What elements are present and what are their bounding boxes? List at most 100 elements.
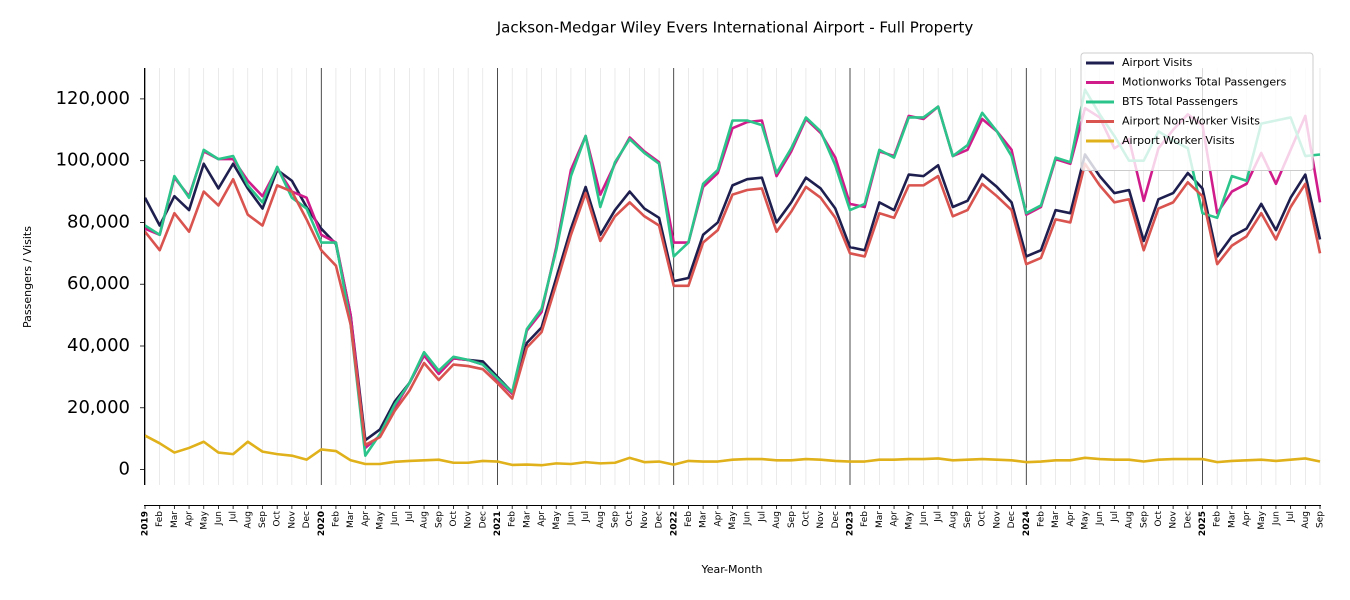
x-tick-label: Sep — [787, 511, 797, 528]
x-tick-label: Jul — [581, 511, 591, 523]
y-tick-label: 60,000 — [67, 273, 130, 294]
x-tick-label: Jun — [919, 511, 929, 526]
x-tick-label: Feb — [860, 511, 870, 527]
x-tick-label: Jul — [934, 511, 944, 523]
y-tick-label: 0 — [119, 459, 130, 480]
x-tick-label: Apr — [537, 511, 547, 527]
x-tick-label: Nov — [816, 510, 826, 528]
x-tick-label: Aug — [772, 511, 782, 529]
x-tick-label: Jun — [1271, 511, 1281, 526]
x-tick-label: Nov — [640, 510, 650, 528]
x-tick-label: May — [376, 510, 386, 529]
x-tick-label: Feb — [684, 511, 694, 527]
x-tick-label: May — [1081, 510, 1091, 529]
x-tick-label: May — [1257, 510, 1267, 529]
y-tick-label: 120,000 — [56, 88, 130, 109]
x-tick-label: Dec — [302, 511, 312, 528]
x-tick-label: Mar — [875, 511, 885, 528]
x-tick-label: Apr — [1242, 511, 1252, 527]
x-tick-label: Jun — [1095, 511, 1105, 526]
x-tick-label: Jul — [757, 511, 767, 523]
x-tick-label: 2022 — [669, 511, 679, 536]
x-tick-label: Nov — [464, 510, 474, 528]
x-tick-label: Sep — [434, 511, 444, 528]
axes: 2019 Feb Mar Apr May Jun Jul Aug Sep Oct Nov Dec 202… — [56, 68, 1326, 536]
x-tick-label: Feb — [1213, 511, 1223, 527]
x-tick-label: Sep — [1139, 511, 1149, 528]
y-axis-label: Passengers / Visits — [21, 226, 34, 328]
x-tick-label: Mar — [170, 511, 180, 528]
x-tick-label: Apr — [1066, 511, 1076, 527]
x-tick-label: Feb — [331, 511, 341, 527]
x-tick-label: Nov — [1169, 510, 1179, 528]
legend-box — [1080, 52, 1314, 171]
x-tick-label: Aug — [948, 511, 958, 529]
x-tick-label: Apr — [361, 511, 371, 527]
x-tick-label: Jul — [405, 511, 415, 523]
y-tick-label: 80,000 — [67, 211, 130, 232]
x-tick-label: Apr — [185, 511, 195, 527]
x-tick-label: Aug — [1125, 511, 1135, 529]
x-tick-label: Apr — [890, 511, 900, 527]
x-tick-label: Oct — [801, 511, 811, 527]
x-tick-label: Jul — [1286, 511, 1296, 523]
x-tick-label: Jul — [1110, 511, 1120, 523]
x-tick-label: Dec — [478, 511, 488, 528]
x-tick-label: 2024 — [1022, 511, 1032, 536]
x-tick-label: Oct — [273, 511, 283, 527]
chart-title: Jackson-Medgar Wiley Evers International… — [496, 19, 974, 37]
series-line — [144, 434, 1321, 467]
x-tick-label: Feb — [508, 511, 518, 527]
x-tick-label: Sep — [611, 511, 621, 528]
x-tick-label: 2019 — [141, 511, 151, 536]
x-tick-label: Dec — [655, 511, 665, 528]
legend-label: BTS Total Passengers — [1122, 95, 1238, 108]
x-tick-label: Dec — [1183, 511, 1193, 528]
x-tick-label: May — [552, 510, 562, 529]
x-tick-label: Aug — [596, 511, 606, 529]
x-tick-label: Dec — [831, 511, 841, 528]
x-tick-label: May — [199, 510, 209, 529]
x-tick-label: Feb — [1036, 511, 1046, 527]
x-tick-label: Jun — [214, 511, 224, 526]
x-tick-label: 2020 — [317, 511, 327, 536]
legend-label: Motionworks Total Passengers — [1122, 76, 1287, 89]
y-tick-label: 20,000 — [67, 397, 130, 418]
legend-label: Airport Non-Worker Visits — [1122, 115, 1260, 128]
x-tick-label: Sep — [963, 511, 973, 528]
x-tick-label: Mar — [1227, 511, 1237, 528]
x-tick-label: 2023 — [846, 511, 856, 536]
x-tick-label: Oct — [449, 511, 459, 527]
x-tick-label: Nov — [287, 510, 297, 528]
x-tick-label: Mar — [346, 511, 356, 528]
x-tick-label: Oct — [978, 511, 988, 527]
x-tick-label: Apr — [713, 511, 723, 527]
x-tick-label: Mar — [522, 511, 532, 528]
x-tick-label: Oct — [625, 511, 635, 527]
x-axis-label: Year-Month — [700, 563, 762, 576]
x-tick-label: Mar — [1051, 511, 1061, 528]
grid — [144, 68, 1321, 485]
x-tick-label: Feb — [155, 511, 165, 527]
x-tick-label: Sep — [258, 511, 268, 528]
x-tick-label: 2021 — [493, 511, 503, 536]
x-tick-label: May — [904, 510, 914, 529]
x-tick-label: Aug — [420, 511, 430, 529]
x-tick-label: Mar — [699, 511, 709, 528]
legend: Airport Visits Motionworks Total Passenge… — [1080, 52, 1314, 171]
x-tick-label: Sep — [1316, 511, 1326, 528]
x-tick-label: May — [728, 510, 738, 529]
series-line — [143, 162, 1322, 447]
x-tick-label: Nov — [992, 510, 1002, 528]
legend-label: Airport Visits — [1122, 56, 1193, 69]
y-tick-label: 40,000 — [67, 335, 130, 356]
x-tick-label: Jun — [566, 511, 576, 526]
x-tick-label: Jun — [743, 511, 753, 526]
x-tick-label: Aug — [243, 511, 253, 529]
x-tick-label: Oct — [1154, 511, 1164, 527]
legend-label: Airport Worker Visits — [1122, 134, 1235, 147]
x-tick-label: Dec — [1007, 511, 1017, 528]
x-tick-label: Aug — [1301, 511, 1311, 529]
x-tick-label: Jul — [229, 511, 239, 523]
